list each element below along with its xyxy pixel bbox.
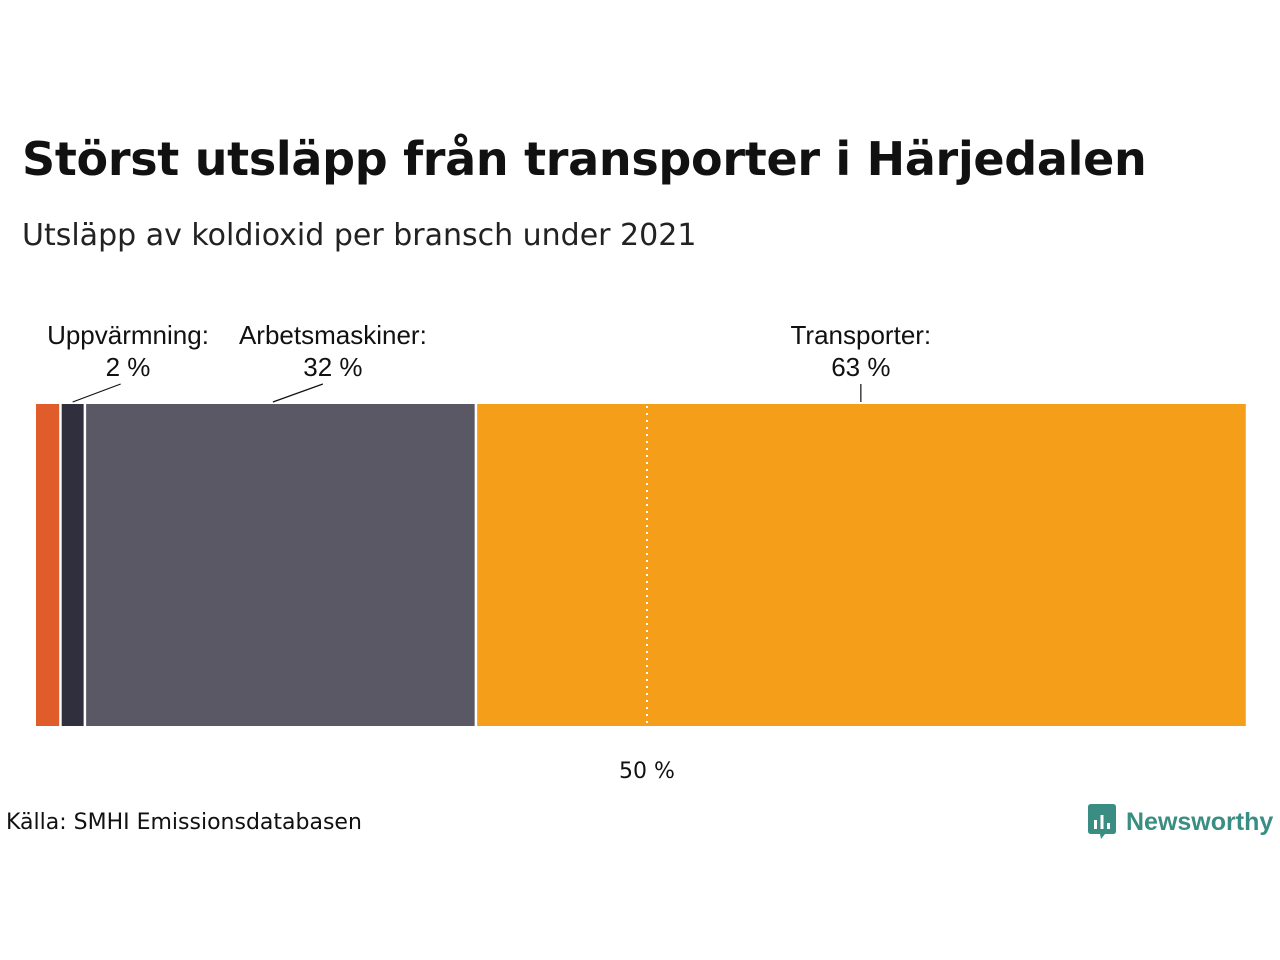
reference-label: 50 % bbox=[619, 759, 675, 784]
bar-segment-segment-1 bbox=[36, 404, 61, 726]
bar-segment-transporter bbox=[475, 404, 1246, 726]
leader-arbetsmaskiner bbox=[272, 383, 324, 403]
chart-title: Störst utsläpp från transporter i Härjed… bbox=[22, 132, 1147, 186]
stacked-bar-chart: 50 % Uppvärmning:2 % Arbetsmaskiner:32 % Tr… bbox=[36, 320, 1246, 784]
source-note: Källa: SMHI Emissionsdatabasen bbox=[6, 810, 362, 835]
label-transporter: Transporter: bbox=[791, 320, 932, 350]
leader-uppv-rmning bbox=[72, 383, 121, 403]
label-arbetsmaskiner: Arbetsmaskiner: bbox=[239, 320, 427, 350]
brand-name: Newsworthy bbox=[1126, 807, 1274, 836]
newsworthy-chat-bars-icon bbox=[1088, 804, 1116, 839]
newsworthy-logo: Newsworthy bbox=[1088, 804, 1273, 840]
bar-segment-arbetsmaskiner bbox=[84, 404, 476, 726]
value-label-transporter: 63 % bbox=[831, 352, 890, 382]
value-label-arbetsmaskiner: 32 % bbox=[303, 352, 362, 382]
bar-segment-uppv-rmning bbox=[60, 404, 85, 726]
value-label-uppv-rmning: 2 % bbox=[106, 352, 151, 382]
label-uppv-rmning: Uppvärmning: bbox=[47, 320, 209, 350]
chart-subtitle: Utsläpp av koldioxid per bransch under 2… bbox=[22, 218, 697, 253]
